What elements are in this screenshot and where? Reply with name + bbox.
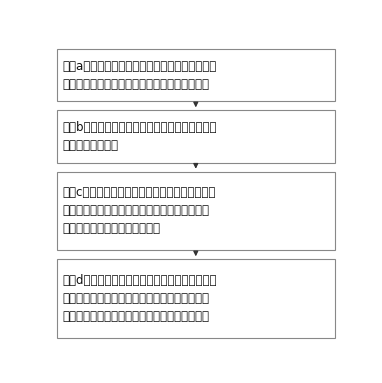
Text: 步骤b，模数转换装置将接收到的数据数字量化并
发送至控制装置；: 步骤b，模数转换装置将接收到的数据数字量化并 发送至控制装置； [63, 121, 217, 152]
Text: 步骤a，启动挖掘机，流量传感装置采集发动机喷
油嘴处的燃油流量数据并发送至模数转换装置；: 步骤a，启动挖掘机，流量传感装置采集发动机喷 油嘴处的燃油流量数据并发送至模数转… [63, 60, 217, 91]
Bar [57, 49, 335, 101]
Bar [57, 259, 335, 338]
Bar [57, 110, 335, 163]
Text: 步骤c，控制装置中的运算器接收经数字量化后的
数据判断并运算得出瞬时油耗量和累积油耗量，
并将累积油耗量存入存储器中；: 步骤c，控制装置中的运算器接收经数字量化后的 数据判断并运算得出瞬时油耗量和累积… [63, 187, 216, 236]
Text: 步骤d，显示装置中的控制器通过通信装置向运算
器发送显示瞬时油耗量的指令，该运算器将运算
得出的瞬时油耗量数据发送至显示装置中显示。: 步骤d，显示装置中的控制器通过通信装置向运算 器发送显示瞬时油耗量的指令，该运算… [63, 274, 217, 323]
Bar [57, 172, 335, 250]
